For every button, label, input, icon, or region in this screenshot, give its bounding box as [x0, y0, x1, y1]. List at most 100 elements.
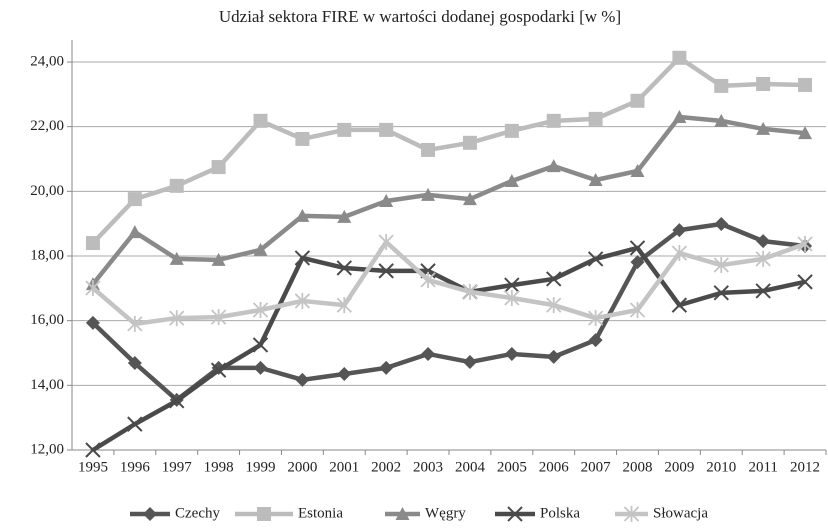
- y-tick-label: 20,00: [30, 183, 64, 199]
- x-tick-label: 2005: [497, 459, 527, 475]
- marker: [797, 236, 813, 253]
- marker: [252, 337, 269, 353]
- marker: [85, 236, 100, 251]
- marker: [755, 283, 771, 299]
- x-tick-label: 2011: [748, 459, 777, 475]
- marker: [462, 355, 477, 370]
- marker: [504, 173, 519, 187]
- marker: [587, 251, 604, 267]
- marker: [379, 360, 394, 375]
- x-tick-label: 1995: [78, 459, 108, 475]
- x-tick-label: 2008: [623, 459, 653, 475]
- marker: [210, 362, 227, 378]
- marker: [588, 333, 603, 348]
- x-tick-label: 1997: [162, 459, 193, 475]
- y-tick-label: 14,00: [30, 377, 64, 393]
- marker: [85, 280, 101, 297]
- marker: [127, 192, 142, 207]
- x-tick-label: 2009: [664, 459, 694, 475]
- marker: [755, 250, 771, 267]
- marker: [756, 76, 771, 91]
- legend-label: Węgry: [425, 505, 466, 521]
- x-tick-label: 1996: [120, 459, 151, 475]
- marker: [253, 113, 268, 128]
- y-tick-label: 22,00: [30, 118, 64, 134]
- y-tick-label: 16,00: [30, 312, 64, 328]
- marker: [85, 442, 101, 458]
- y-tick-label: 18,00: [30, 247, 64, 263]
- marker: [127, 416, 143, 432]
- legend: Czechy Estonia Węgry Polska Słowacja: [130, 505, 708, 522]
- series-line: [91, 239, 806, 327]
- series-line: [91, 55, 806, 245]
- series-line: [91, 221, 806, 403]
- marker: [295, 372, 310, 387]
- legend-label: Estonia: [298, 505, 343, 521]
- x-tick-label: 2010: [706, 459, 736, 475]
- marker: [257, 507, 271, 521]
- marker: [714, 78, 729, 93]
- x-tick-label: 2007: [581, 459, 612, 475]
- marker: [507, 506, 523, 522]
- marker: [630, 163, 645, 177]
- marker: [378, 263, 394, 279]
- marker: [210, 309, 227, 326]
- marker: [671, 297, 688, 313]
- x-tick-label: 2006: [539, 459, 570, 475]
- marker: [629, 301, 646, 318]
- marker: [504, 290, 520, 307]
- x-tick-label: 2001: [329, 459, 359, 475]
- marker: [713, 257, 729, 274]
- marker: [127, 315, 143, 332]
- marker: [169, 393, 185, 409]
- marker: [169, 178, 184, 193]
- marker: [756, 121, 771, 135]
- marker: [420, 271, 436, 288]
- marker: [504, 346, 519, 361]
- x-tick-label: 2004: [455, 459, 486, 475]
- marker: [798, 77, 813, 92]
- legend-label: Słowacja: [653, 505, 708, 521]
- x-tick-label: 1998: [204, 459, 234, 475]
- marker: [546, 271, 562, 287]
- marker: [421, 142, 436, 157]
- marker: [395, 507, 410, 520]
- marker: [504, 123, 519, 138]
- marker: [797, 274, 813, 290]
- marker: [295, 131, 310, 146]
- marker: [253, 242, 268, 256]
- marker: [756, 234, 771, 249]
- marker: [587, 310, 604, 327]
- x-tick-label: 2012: [790, 459, 820, 475]
- marker: [211, 160, 226, 175]
- marker: [588, 111, 603, 126]
- marker: [462, 283, 478, 300]
- marker: [630, 93, 645, 108]
- marker: [671, 245, 688, 262]
- marker: [421, 187, 436, 201]
- marker: [252, 301, 269, 318]
- marker: [462, 135, 477, 150]
- marker: [143, 507, 157, 521]
- marker: [169, 310, 185, 327]
- x-tick-label: 1999: [246, 459, 276, 475]
- marker: [85, 315, 100, 330]
- marker: [253, 360, 268, 375]
- marker: [337, 122, 352, 137]
- x-tick-label: 2000: [287, 459, 317, 475]
- marker: [672, 109, 687, 123]
- marker: [336, 260, 352, 276]
- marker: [714, 216, 729, 231]
- marker: [672, 50, 687, 65]
- marker: [713, 285, 729, 301]
- series-line: [91, 245, 806, 452]
- marker: [379, 122, 394, 137]
- marker: [294, 250, 311, 266]
- y-tick-label: 12,00: [30, 441, 64, 457]
- x-tick-label: 2003: [413, 459, 443, 475]
- marker: [294, 292, 311, 309]
- axes: [71, 40, 826, 451]
- legend-label: Czechy: [175, 505, 220, 521]
